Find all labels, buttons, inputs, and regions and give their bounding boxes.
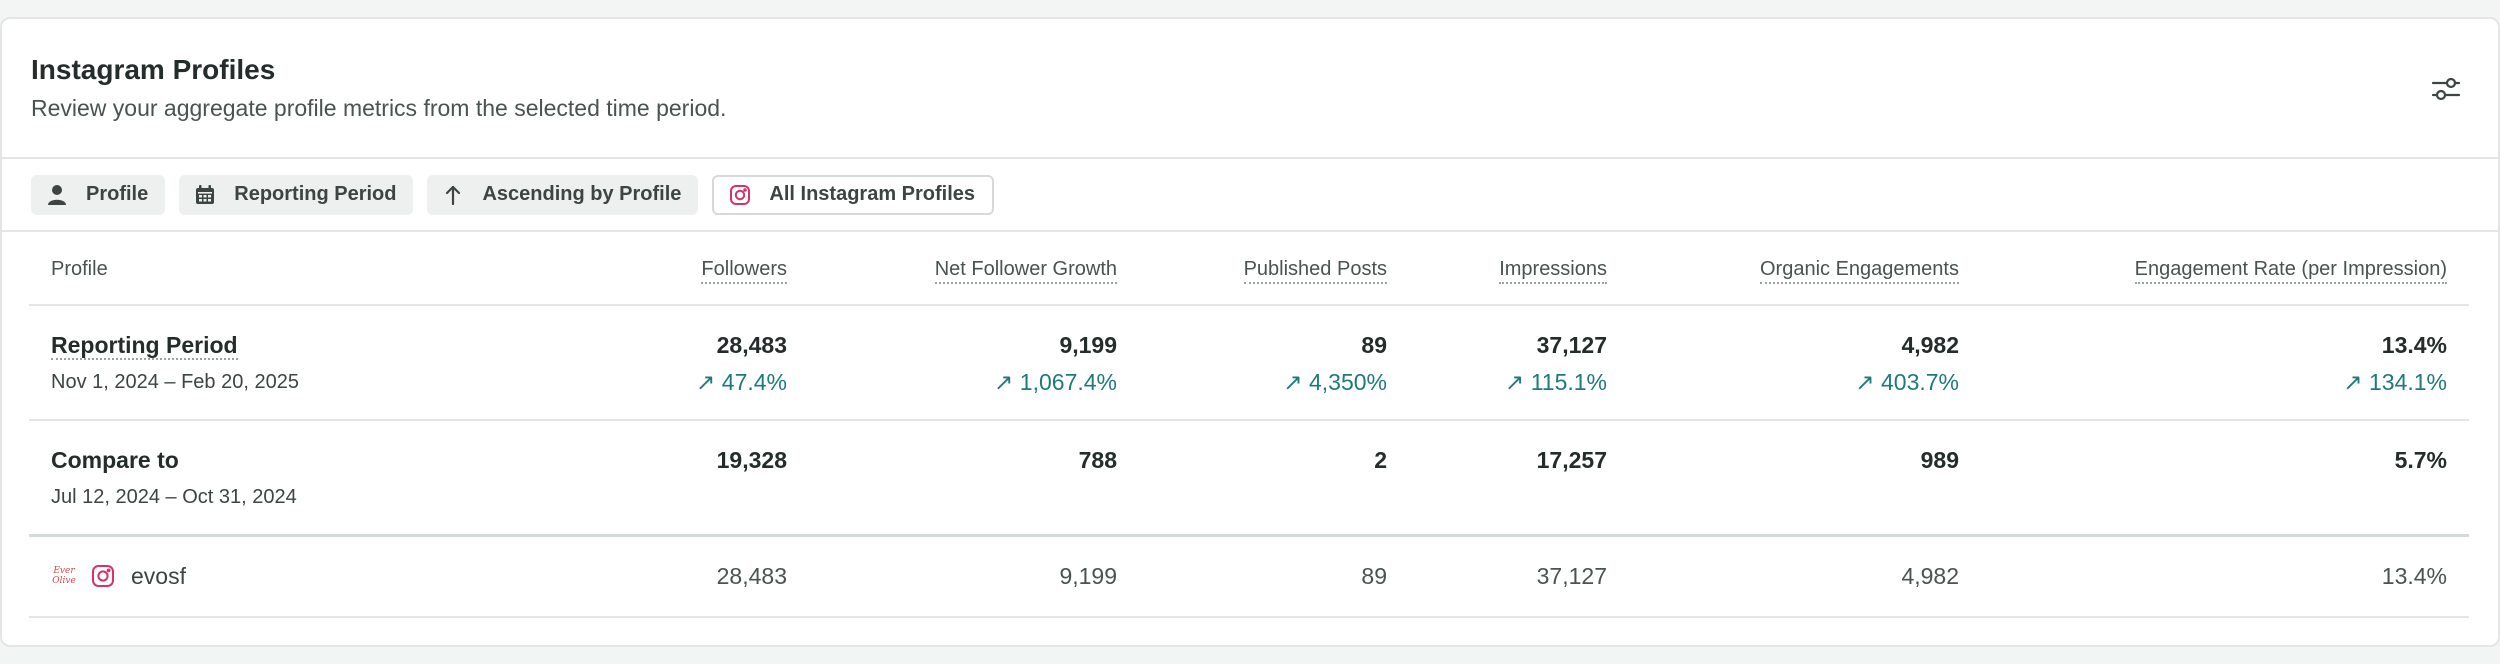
- sliders-icon: [2430, 73, 2462, 110]
- person-icon: [46, 184, 68, 206]
- instagram-icon: [91, 564, 115, 588]
- column-header-followers[interactable]: Followers: [449, 235, 787, 306]
- reporting-posts-cell: 89 ↗ 4,350%: [1117, 305, 1387, 421]
- change-indicator: ↗ 134.1%: [2343, 369, 2447, 395]
- change-indicator: ↗ 4,350%: [1283, 369, 1387, 395]
- profile-engagement-rate-cell: 13.4%: [1959, 535, 2469, 618]
- reporting-period-link[interactable]: Reporting Period: [51, 332, 238, 360]
- compare-net-growth-cell: 788: [787, 420, 1117, 537]
- calendar-icon: [194, 184, 216, 206]
- change-indicator: ↗ 47.4%: [696, 369, 787, 395]
- change-indicator: ↗ 403.7%: [1855, 369, 1959, 395]
- table-header-row: Profile Followers Net Follower Growth Pu…: [29, 235, 2469, 306]
- profiles-table-wrap: Profile Followers Net Follower Growth Pu…: [29, 235, 2469, 618]
- settings-button[interactable]: [2426, 71, 2466, 111]
- column-header-organic-engagements[interactable]: Organic Engagements: [1607, 235, 1959, 306]
- table-row[interactable]: Ever Olive evosf 28,483: [29, 535, 2469, 618]
- filter-label: Reporting Period: [234, 183, 397, 205]
- profile-cell: Ever Olive evosf: [29, 535, 449, 618]
- compare-row: Compare to Jul 12, 2024 – Oct 31, 2024 1…: [29, 420, 2469, 537]
- reporting-period-row: Reporting Period Nov 1, 2024 – Feb 20, 2…: [29, 305, 2469, 421]
- compare-title: Compare to: [51, 447, 179, 473]
- reporting-engagements-cell: 4,982 ↗ 403.7%: [1607, 305, 1959, 421]
- profile-followers-cell: 28,483: [449, 535, 787, 618]
- profile-name[interactable]: evosf: [131, 562, 186, 589]
- filter-label: Profile: [86, 183, 149, 205]
- compare-engagements-cell: 989: [1607, 420, 1959, 537]
- column-header-net-follower-growth[interactable]: Net Follower Growth: [787, 235, 1117, 306]
- filter-bar: Profile Reporting Period: [2, 159, 2498, 232]
- column-header-published-posts[interactable]: Published Posts: [1117, 235, 1387, 306]
- page-subtitle: Review your aggregate profile metrics fr…: [31, 95, 727, 121]
- compare-cell: Compare to Jul 12, 2024 – Oct 31, 2024: [29, 420, 449, 537]
- filter-profile-chip[interactable]: Profile: [31, 174, 166, 215]
- page-title: Instagram Profiles: [31, 54, 276, 85]
- change-indicator: ↗ 115.1%: [1505, 369, 1607, 395]
- change-indicator: ↗ 1,067.4%: [994, 369, 1117, 395]
- compare-impressions-cell: 17,257: [1387, 420, 1607, 537]
- reporting-period-range: Nov 1, 2024 – Feb 20, 2025: [51, 371, 299, 393]
- compare-followers-cell: 19,328: [449, 420, 787, 537]
- avatar: Ever Olive: [52, 566, 76, 587]
- reporting-period-cell: Reporting Period Nov 1, 2024 – Feb 20, 2…: [29, 305, 449, 421]
- reporting-followers-cell: 28,483 ↗ 47.4%: [449, 305, 787, 421]
- instagram-icon: [729, 184, 751, 206]
- profiles-table: Profile Followers Net Follower Growth Pu…: [29, 235, 2469, 618]
- column-header-profile[interactable]: Profile: [29, 235, 449, 306]
- filter-label: Ascending by Profile: [482, 183, 682, 205]
- filter-reporting-period-chip[interactable]: Reporting Period: [179, 174, 414, 215]
- profile-impressions-cell: 37,127: [1387, 535, 1607, 618]
- filter-profiles-chip[interactable]: All Instagram Profiles: [712, 174, 995, 215]
- arrow-up-icon: [442, 184, 464, 206]
- column-header-impressions[interactable]: Impressions: [1387, 235, 1607, 306]
- reporting-impressions-cell: 37,127 ↗ 115.1%: [1387, 305, 1607, 421]
- column-header-engagement-rate[interactable]: Engagement Rate (per Impression): [1959, 235, 2469, 306]
- profile-net-growth-cell: 9,199: [787, 535, 1117, 618]
- profile-posts-cell: 89: [1117, 535, 1387, 618]
- reporting-net-growth-cell: 9,199 ↗ 1,067.4%: [787, 305, 1117, 421]
- compare-engagement-rate-cell: 5.7%: [1959, 420, 2469, 537]
- compare-posts-cell: 2: [1117, 420, 1387, 537]
- filter-sort-chip[interactable]: Ascending by Profile: [427, 174, 699, 215]
- reporting-engagement-rate-cell: 13.4% ↗ 134.1%: [1959, 305, 2469, 421]
- profile-engagements-cell: 4,982: [1607, 535, 1959, 618]
- card-header: Instagram Profiles Review your aggregate…: [2, 19, 2498, 159]
- compare-range: Jul 12, 2024 – Oct 31, 2024: [51, 486, 297, 508]
- filter-label: All Instagram Profiles: [769, 183, 976, 205]
